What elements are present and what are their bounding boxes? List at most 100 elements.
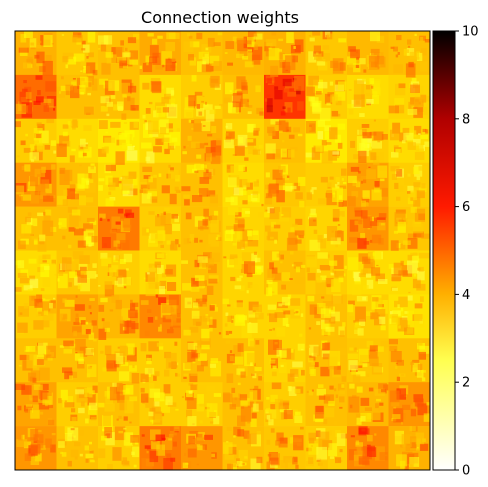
heatmap-texture-patch — [145, 380, 148, 382]
heatmap-texture-patch — [239, 275, 243, 278]
heatmap-texture-patch — [89, 441, 92, 445]
heatmap-texture-patch — [146, 272, 150, 275]
heatmap-texture-patch — [109, 265, 119, 277]
heatmap-texture-patch — [222, 298, 229, 305]
heatmap-texture-patch — [147, 271, 159, 284]
heatmap-texture-patch — [167, 142, 175, 150]
heatmap-texture-patch — [187, 342, 198, 350]
heatmap-texture-patch — [18, 196, 23, 202]
heatmap-texture-patch — [358, 273, 366, 277]
heatmap-texture-patch — [59, 345, 65, 348]
heatmap-texture-patch — [413, 231, 424, 238]
heatmap-texture-patch — [229, 255, 238, 265]
heatmap-texture-patch — [317, 120, 325, 127]
heatmap-texture-patch — [402, 127, 410, 136]
heatmap-texture-patch — [32, 377, 37, 383]
heatmap-texture-patch — [227, 62, 233, 66]
heatmap-texture-patch — [358, 219, 363, 225]
heatmap-texture-patch — [165, 315, 173, 320]
heatmap-texture-patch — [355, 371, 366, 377]
heatmap-texture-patch — [186, 33, 190, 37]
heatmap-texture-patch — [414, 125, 422, 135]
heatmap-texture-patch — [84, 387, 93, 398]
heatmap-texture-patch — [81, 48, 86, 51]
heatmap-texture-patch — [236, 461, 243, 467]
heatmap-texture-patch — [123, 224, 132, 231]
heatmap-texture-patch — [401, 434, 412, 448]
heatmap-texture-patch — [313, 45, 321, 54]
heatmap-texture-patch — [325, 407, 335, 418]
heatmap-texture-patch — [407, 108, 418, 115]
heatmap-texture-patch — [278, 38, 284, 42]
heatmap-texture-patch — [115, 221, 121, 225]
heatmap-texture-patch — [62, 56, 69, 63]
heatmap-texture-patch — [88, 166, 96, 173]
heatmap-texture-patch — [299, 200, 305, 208]
heatmap-texture-patch — [194, 170, 199, 173]
heatmap-texture-patch — [164, 93, 171, 100]
heatmap-texture-patch — [33, 100, 41, 105]
heatmap-texture-patch — [103, 35, 113, 45]
heatmap-texture-patch — [410, 404, 417, 410]
heatmap-texture-patch — [244, 61, 254, 68]
heatmap-texture-patch — [197, 61, 207, 72]
heatmap-texture-patch — [402, 217, 406, 221]
heatmap-texture-patch — [104, 327, 110, 332]
heatmap-texture-patch — [406, 218, 415, 227]
heatmap-texture-patch — [174, 216, 180, 223]
heatmap-texture-patch — [122, 461, 130, 467]
heatmap-texture-patch — [200, 338, 211, 348]
heatmap-texture-patch — [420, 48, 427, 56]
heatmap-texture-patch — [26, 346, 36, 352]
heatmap-texture-patch — [357, 176, 361, 179]
heatmap-texture-patch — [202, 315, 211, 322]
heatmap-texture-patch — [209, 326, 213, 332]
heatmap-texture-patch — [343, 273, 346, 277]
heatmap-texture-patch — [166, 87, 174, 97]
heatmap-texture-patch — [119, 259, 126, 264]
heatmap-texture-patch — [84, 146, 92, 158]
heatmap-texture-patch — [267, 78, 272, 84]
heatmap-texture-patch — [143, 188, 148, 195]
heatmap-texture-patch — [409, 457, 420, 467]
heatmap-texture-patch — [373, 131, 384, 141]
heatmap-texture-patch — [370, 312, 379, 320]
heatmap-texture-patch — [300, 264, 306, 268]
colorbar-tick-label: 10 — [462, 25, 479, 40]
heatmap-texture-patch — [344, 265, 347, 269]
heatmap-texture-patch — [272, 169, 283, 180]
heatmap-texture-patch — [50, 226, 57, 232]
heatmap-texture-patch — [165, 58, 176, 72]
heatmap-texture-patch — [41, 445, 46, 450]
heatmap-texture-patch — [244, 157, 249, 161]
heatmap-texture-patch — [58, 269, 64, 276]
heatmap-texture-patch — [167, 282, 177, 291]
heatmap-texture-patch — [352, 63, 358, 68]
heatmap-texture-patch — [333, 255, 344, 269]
heatmap-texture-patch — [72, 251, 84, 260]
heatmap-texture-patch — [397, 317, 408, 332]
heatmap-texture-patch — [129, 58, 138, 65]
heatmap-texture-patch — [74, 442, 81, 447]
heatmap-texture-patch — [123, 432, 134, 446]
heatmap-texture-patch — [321, 151, 333, 164]
heatmap-texture-patch — [289, 251, 294, 255]
heatmap-texture-patch — [297, 343, 305, 351]
heatmap-texture-patch — [192, 437, 204, 444]
heatmap-texture-patch — [342, 322, 346, 327]
heatmap-texture-patch — [407, 45, 411, 48]
heatmap-texture-patch — [104, 284, 115, 297]
heatmap-texture-patch — [133, 122, 139, 128]
heatmap-texture-patch — [127, 146, 135, 150]
heatmap-texture-patch — [412, 278, 421, 289]
heatmap-texture-patch — [144, 120, 147, 123]
heatmap-texture-patch — [170, 426, 174, 431]
heatmap-texture-patch — [98, 185, 103, 191]
heatmap-texture-patch — [186, 409, 193, 418]
heatmap-texture-patch — [407, 39, 412, 45]
heatmap-texture-patch — [409, 426, 416, 431]
heatmap-texture-patch — [88, 241, 93, 247]
heatmap-texture-patch — [308, 75, 319, 86]
heatmap-texture-patch — [115, 146, 119, 150]
heatmap-texture-patch — [339, 215, 342, 218]
